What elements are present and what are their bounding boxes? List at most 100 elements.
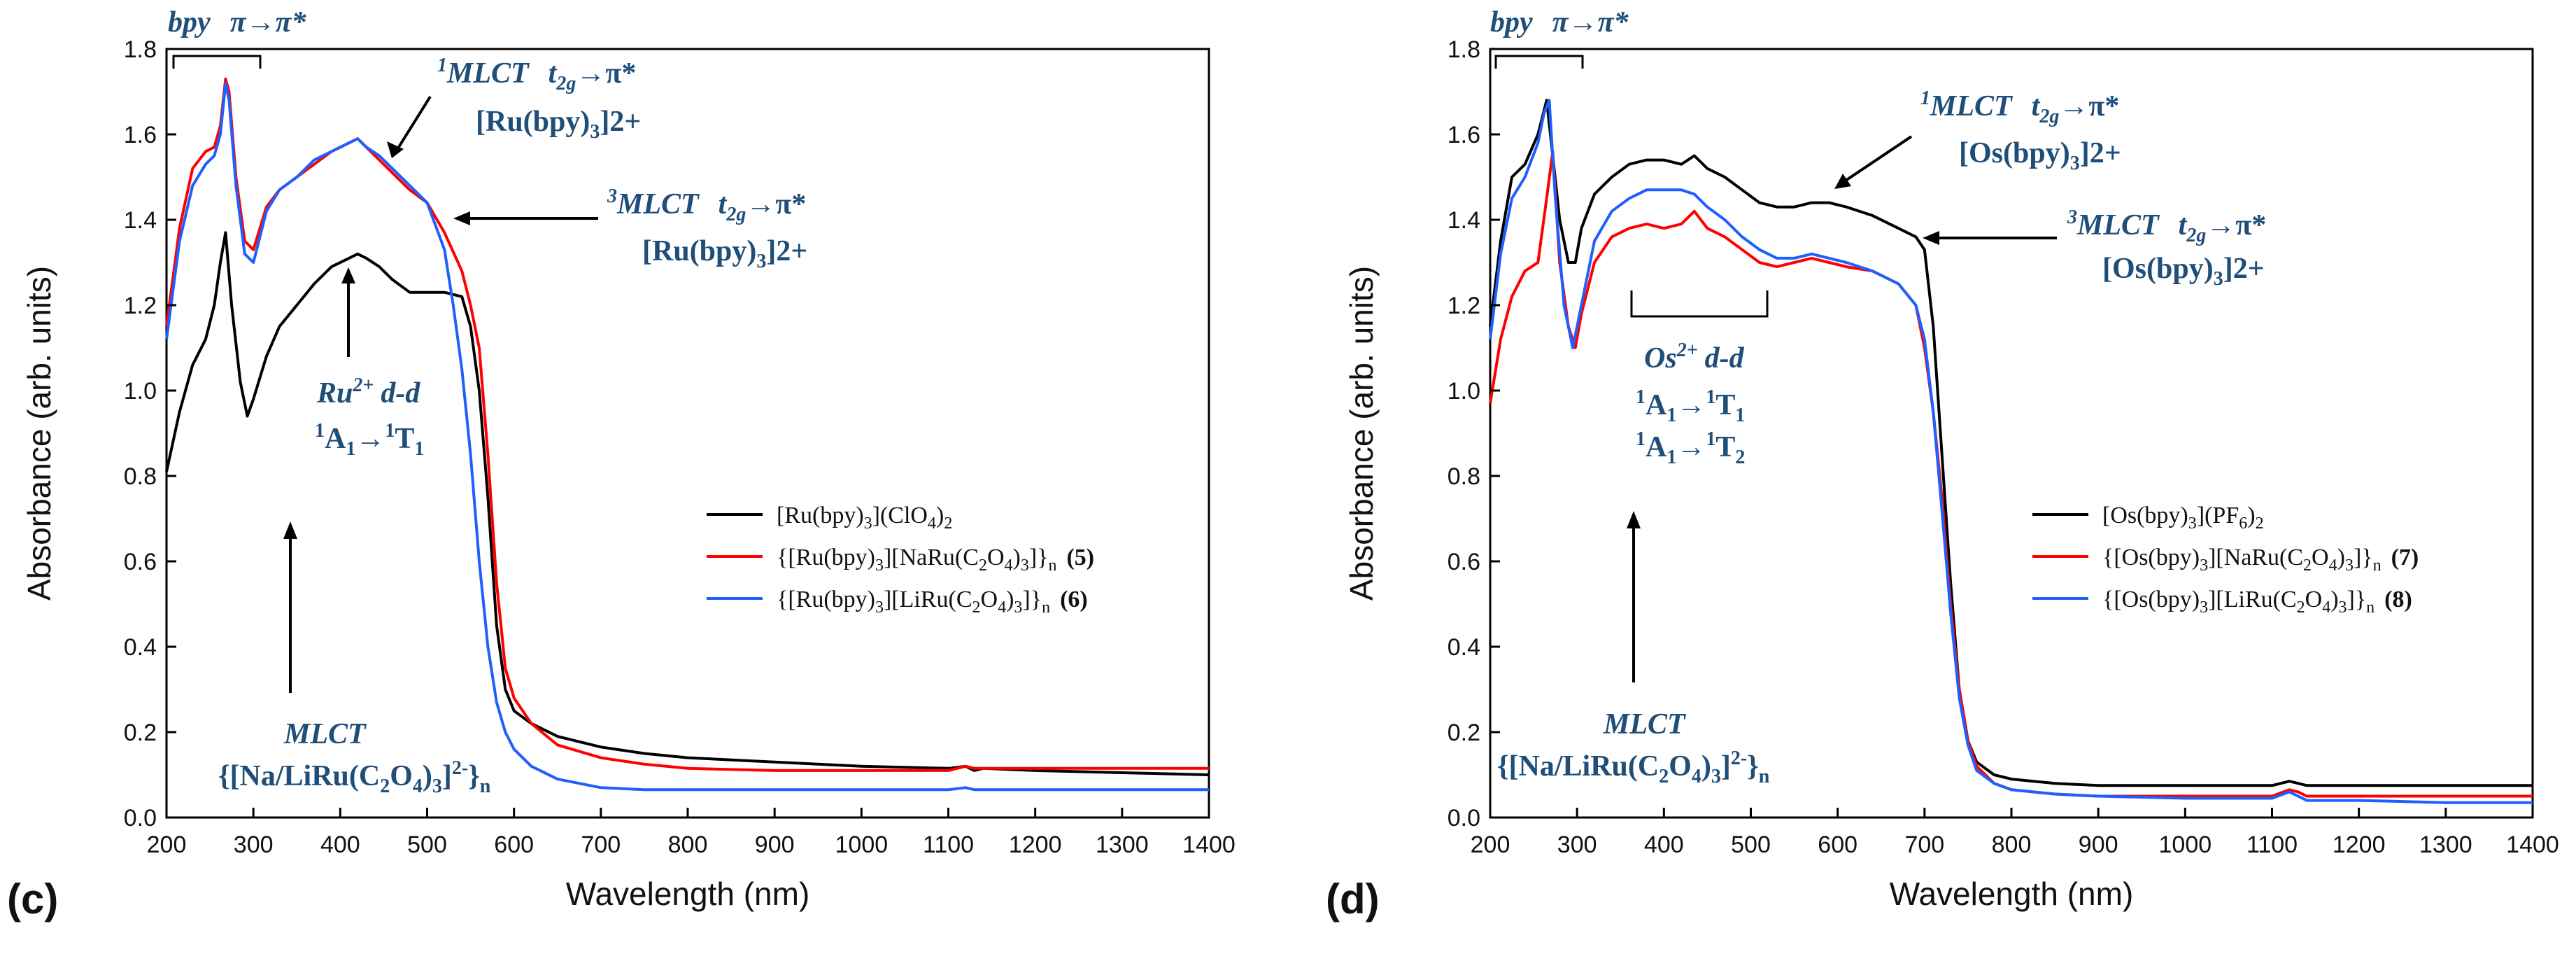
x-tick-label-d-10: 1200 (2333, 832, 2386, 858)
mlct1-complex-d: [Os(bpy)3]2+ (1959, 137, 2121, 174)
x-tick-label-c-10: 1200 (1009, 832, 1062, 858)
x-tick-label-c-3: 500 (407, 832, 447, 858)
legend-label-c-0: [Ru(bpy)3](ClO4)2 (777, 503, 952, 533)
x-axis-title-c: Wavelength (nm) (566, 876, 810, 912)
mlct1-arrow-d (1840, 135, 1913, 185)
y-tick-label-c-1: 0.2 (124, 720, 157, 746)
y-tick-label-d-8: 1.6 (1448, 122, 1480, 148)
y-ticks-d: 0.0 0.2 0.4 0.6 0.8 1.0 1.2 1.4 1.6 1.8 (1448, 36, 1500, 832)
y-tick-label-c-4: 0.8 (124, 463, 157, 490)
y-ticks-c: 0.0 0.2 0.4 0.6 0.8 1.0 1.2 1.4 1.6 1.8 (124, 36, 176, 832)
x-tick-label-d-1: 300 (1557, 832, 1597, 858)
x-tick-label-d-4: 600 (1818, 832, 1857, 858)
x-tick-label-c-5: 700 (581, 832, 621, 858)
x-tick-label-d-7: 900 (2079, 832, 2118, 858)
x-tick-label-c-8: 1000 (835, 832, 889, 858)
mlct1-arrowhead-c (387, 141, 404, 158)
y-tick-label-d-2: 0.4 (1448, 634, 1480, 661)
y-tick-label-d-7: 1.4 (1448, 207, 1480, 234)
mlct-bottom-annotation-c: MLCT (283, 718, 367, 750)
dd-annotation-c: Ru2+ d-d (316, 374, 420, 409)
y-tick-label-c-7: 1.4 (124, 207, 157, 234)
x-tick-label-d-6: 800 (1992, 832, 2032, 858)
legend-label-d-0: [Os(bpy)3](PF6)2 (2102, 503, 2264, 533)
x-tick-label-d-11: 1300 (2419, 832, 2472, 858)
panel-c: 200 300 400 500 600 700 800 900 1000 1100 1200 1300… (7, 6, 1236, 923)
mlct1-annotation-c: 1MLCT t2g→π* (437, 55, 636, 94)
x-tick-label-d-2: 400 (1644, 832, 1684, 858)
mlct3-arrowhead-c (453, 211, 470, 225)
y-tick-label-c-8: 1.6 (124, 122, 157, 148)
x-tick-label-d-12: 1400 (2506, 832, 2559, 858)
x-tick-label-c-4: 600 (494, 832, 534, 858)
legend-d: [Os(bpy)3](PF6)2 {[Os(bpy)3][NaRu(C2O4)3]… (2032, 503, 2419, 617)
y-tick-label-d-3: 0.6 (1448, 549, 1480, 575)
mlct1-complex-c: [Ru(bpy)3]2+ (476, 106, 641, 143)
bpy-annotation-c: bpy π→π* (168, 6, 307, 38)
x-tick-label-c-11: 1300 (1096, 832, 1149, 858)
legend-c: [Ru(bpy)3](ClO4)2 {[Ru(bpy)3][NaRu(C2O4)3… (707, 503, 1094, 617)
x-ticks-d: 200 300 400 500 600 700 800 900 1000 1100 1200 1300… (1471, 808, 2559, 858)
dd-transition1-d: 1A1→1T1 (1636, 386, 1745, 426)
series-line-d-0 (1489, 99, 2533, 787)
series-line-c-2 (165, 81, 1209, 792)
x-tick-label-c-0: 200 (147, 832, 187, 858)
curves-c (165, 77, 1210, 792)
y-tick-label-d-5: 1.0 (1448, 378, 1480, 405)
mlct-bottom-annotation-d: MLCT (1603, 708, 1687, 741)
series-line-d-1 (1489, 150, 2533, 798)
mlct-bottom-complex-c: {[Na/LiRu(C2O4)3]2-}n (218, 757, 491, 797)
y-axis-title-d: Absorbance (arb. units) (1343, 266, 1380, 601)
x-tick-label-d-5: 700 (1904, 832, 1944, 858)
legend-label-c-1: {[Ru(bpy)3][NaRu(C2O4)3]}n (5) (777, 545, 1094, 575)
y-tick-label-c-5: 1.0 (124, 378, 157, 405)
dd-arrowhead-c (341, 267, 355, 283)
mlct3-annotation-c: 3MLCT t2g→π* (607, 185, 806, 225)
bpy-bracket-d (1494, 55, 1584, 69)
mlct3-complex-c: [Ru(bpy)3]2+ (642, 235, 807, 272)
mlct1-annotation-d: 1MLCT t2g→π* (1920, 87, 2119, 127)
series-line-d-2 (1489, 99, 2533, 804)
mlct3-complex-d: [Os(bpy)3]2+ (2102, 253, 2265, 290)
y-tick-label-c-9: 1.8 (124, 36, 157, 63)
mlct-bottom-arrowhead-c (283, 521, 297, 539)
x-tick-label-d-8: 1000 (2159, 832, 2212, 858)
series-line-c-0 (165, 231, 1210, 776)
y-axis-title-c: Absorbance (arb. units) (21, 266, 57, 601)
y-tick-label-c-0: 0.0 (124, 805, 157, 832)
mlct1-arrowhead-d (1834, 174, 1851, 189)
x-tick-label-d-0: 200 (1471, 832, 1510, 858)
y-tick-label-c-3: 0.6 (124, 549, 157, 575)
panel-label-c: (c) (7, 876, 58, 923)
mlct3-arrowhead-d (1923, 231, 1939, 245)
x-axis-title-d: Wavelength (nm) (1890, 876, 2134, 912)
y-tick-label-c-6: 1.2 (124, 293, 157, 319)
x-tick-label-c-1: 300 (234, 832, 274, 858)
x-tick-label-d-3: 500 (1731, 832, 1771, 858)
mlct-bottom-complex-d: {[Na/LiRu(C2O4)3]2-}n (1497, 748, 1770, 787)
legend-label-d-2: {[Os(bpy)3][LiRu(C2O4)3]}n (8) (2102, 587, 2412, 617)
bpy-annotation-d: bpy π→π* (1490, 6, 1629, 38)
y-tick-label-c-2: 0.4 (124, 634, 157, 661)
dd-annotation-d: Os2+ d-d (1644, 339, 1745, 374)
y-tick-label-d-6: 1.2 (1448, 293, 1480, 319)
x-tick-label-c-7: 900 (755, 832, 795, 858)
y-tick-label-d-4: 0.8 (1448, 463, 1480, 490)
y-tick-label-d-9: 1.8 (1448, 36, 1480, 63)
x-tick-label-c-12: 1400 (1182, 832, 1236, 858)
legend-label-c-2: {[Ru(bpy)3][LiRu(C2O4)3]}n (6) (777, 587, 1088, 617)
dd-bracket-d (1630, 290, 1769, 318)
bpy-bracket-c (172, 55, 262, 69)
mlct-bottom-arrowhead-d (1627, 511, 1641, 528)
dd-transition-c: 1A1→1T1 (315, 420, 424, 460)
x-tick-label-c-2: 400 (320, 832, 360, 858)
x-tick-label-c-9: 1100 (923, 832, 974, 858)
dd-transition2-d: 1A1→1T2 (1636, 428, 1745, 468)
panel-d: 200 300 400 500 600 700 800 900 1000 1100 1200 1300… (1326, 6, 2559, 923)
y-tick-label-d-1: 0.2 (1448, 720, 1480, 746)
y-tick-label-d-0: 0.0 (1448, 805, 1480, 832)
mlct1-arrow-c (394, 95, 432, 154)
x-tick-label-c-6: 800 (668, 832, 708, 858)
x-ticks-c: 200 300 400 500 600 700 800 900 1000 1100 1200 1300… (147, 808, 1236, 858)
